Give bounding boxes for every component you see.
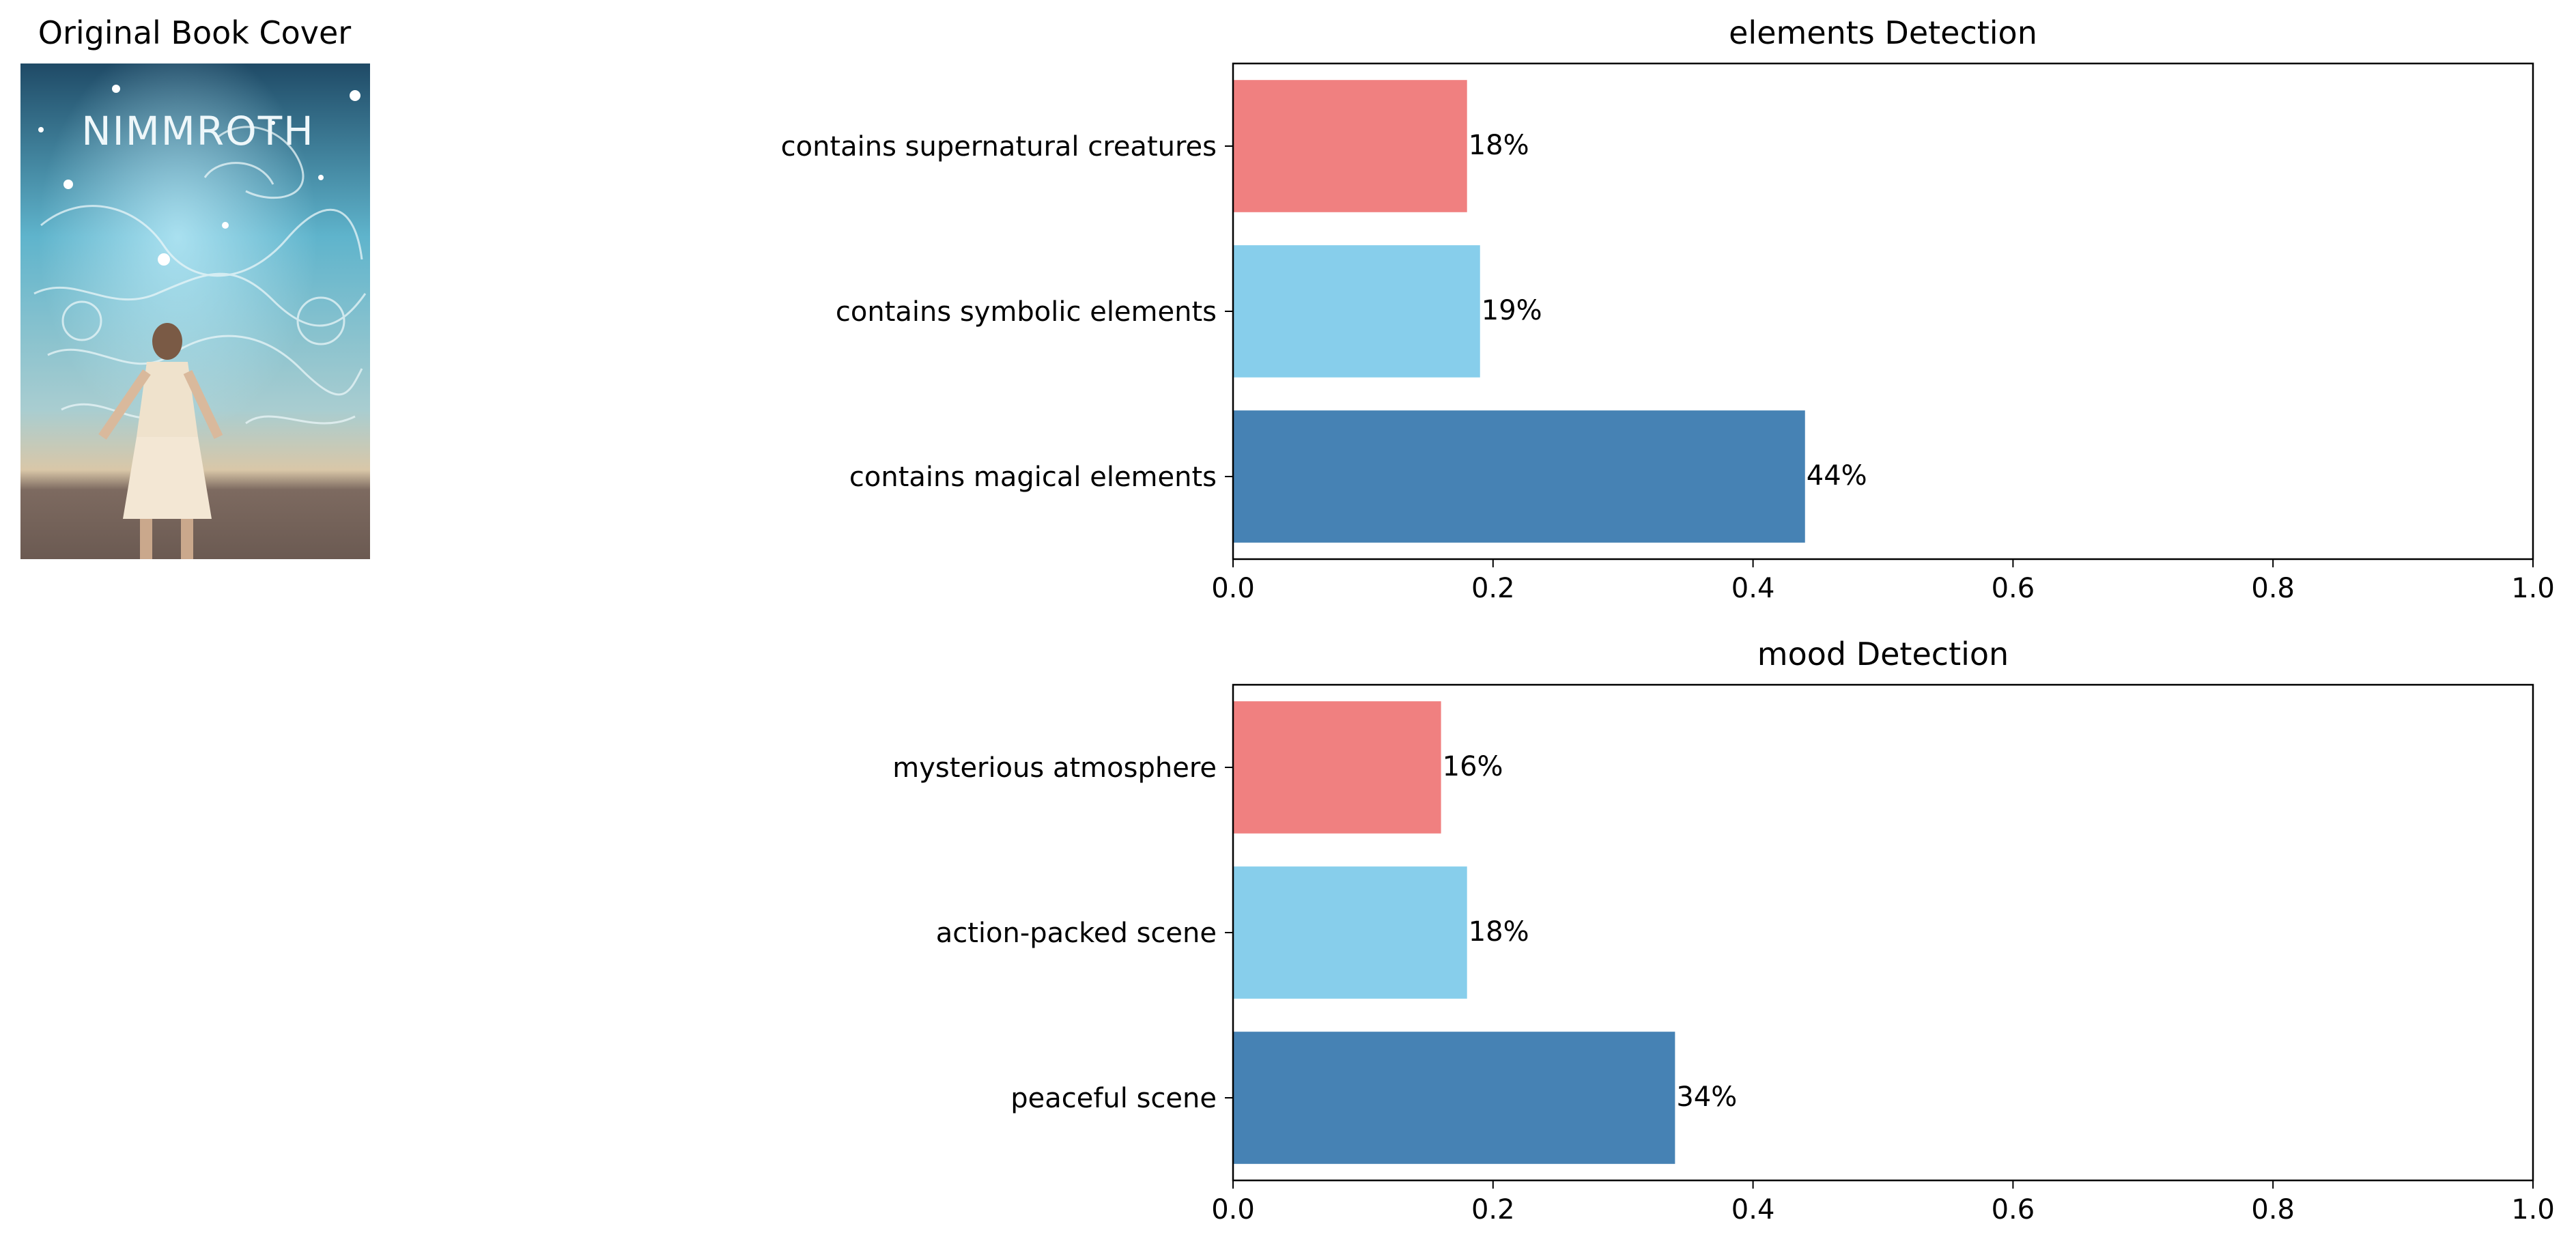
- data-label: 16%: [1443, 751, 1503, 782]
- chart-title: elements Detection: [1729, 14, 2037, 51]
- bar-contains-magical-elements: [1233, 410, 1805, 543]
- y-tick-label: contains magical elements: [849, 462, 1217, 493]
- bar-contains-supernatural-creatures: [1233, 80, 1467, 212]
- x-tick-label: 0.2: [1471, 1194, 1515, 1225]
- x-tick-label: 0.2: [1471, 573, 1515, 604]
- x-tick-label: 0.8: [2251, 1194, 2295, 1225]
- y-tick-label: contains symbolic elements: [836, 296, 1217, 328]
- data-label: 19%: [1482, 295, 1542, 326]
- bar-action-packed-scene: [1233, 866, 1467, 999]
- bar-contains-symbolic-elements: [1233, 245, 1480, 378]
- chart-title: mood Detection: [1757, 636, 2009, 672]
- x-tick-label: 0.4: [1731, 1194, 1775, 1225]
- image-title: Original Book Cover: [38, 14, 352, 51]
- x-tick-label: 0.8: [2251, 573, 2295, 604]
- star-icons: [38, 85, 360, 266]
- data-label: 44%: [1807, 460, 1867, 492]
- data-label: 18%: [1469, 130, 1529, 161]
- cover-title-text: NIMMROTH: [81, 108, 315, 154]
- data-label: 18%: [1469, 916, 1529, 948]
- x-tick-label: 0.6: [1992, 573, 2035, 604]
- x-tick-label: 0.4: [1731, 573, 1775, 604]
- bar-mysterious-atmosphere: [1233, 701, 1441, 834]
- y-tick-label: mysterious atmosphere: [892, 752, 1217, 784]
- chart-0: elements Detection contains supernatural …: [781, 14, 2555, 604]
- charts-layer: elements Detection contains supernatural …: [781, 14, 2555, 1225]
- y-tick-label: peaceful scene: [1010, 1083, 1217, 1114]
- chart-1: mood Detection mysterious atmosphere 16% ac…: [892, 636, 2555, 1225]
- data-label: 34%: [1676, 1081, 1737, 1113]
- book-cover-image: NIMMROTH: [20, 63, 370, 559]
- x-tick-label: 0.0: [1211, 1194, 1255, 1225]
- bar-peaceful-scene: [1233, 1032, 1675, 1164]
- x-tick-label: 1.0: [2511, 1194, 2555, 1225]
- y-tick-label: contains supernatural creatures: [781, 131, 1217, 162]
- x-tick-label: 0.0: [1211, 573, 1255, 604]
- x-tick-label: 0.6: [1992, 1194, 2035, 1225]
- x-tick-label: 1.0: [2511, 573, 2555, 604]
- axes-frame: [1232, 683, 2534, 1182]
- y-tick-label: action-packed scene: [936, 918, 1217, 949]
- axes-frame: [1232, 62, 2534, 561]
- woman-figure: [98, 323, 223, 559]
